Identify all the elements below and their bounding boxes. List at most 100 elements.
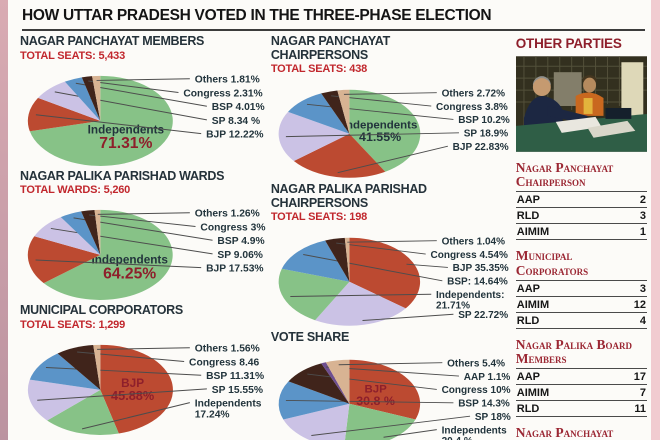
table-row: RLD 11 <box>515 401 647 418</box>
slice-label: Congress 10% <box>441 385 510 396</box>
slice-label-inside: BJP 30.8 % <box>356 383 395 407</box>
pie-slice-aap <box>321 361 350 404</box>
table-row: AAP 3 <box>515 281 647 297</box>
chart-title: NAGAR PANCHAYAT CHAIRPERSONS <box>270 34 390 62</box>
chart-subtitle: TOTAL SEATS: 1,299 <box>20 318 126 331</box>
slice-label: BJP 35.35% <box>452 263 508 274</box>
seat-count: 3 <box>639 210 646 223</box>
party-name: AIMIM <box>516 298 550 311</box>
pie-slice-others <box>92 75 101 121</box>
register-box <box>605 107 632 119</box>
pie-slice-bsp <box>60 211 101 255</box>
pie-slice-others <box>93 344 101 390</box>
chart-subtitle: TOTAL WARDS: 5,260 <box>20 184 131 196</box>
pie-slice-sp <box>38 81 101 121</box>
leader-line <box>311 415 470 436</box>
leader-line <box>35 113 202 134</box>
slice-label: AAP 1.1% <box>464 371 511 382</box>
table-row: AAP 2 <box>515 192 647 209</box>
seat-count: 7 <box>639 387 646 400</box>
slice-label: SP 9.06% <box>217 250 262 261</box>
content-area: HOW UTTAR PRADESH VOTED IN THE THREE-PHA… <box>8 0 651 440</box>
slice-label: Others 1.56% <box>195 343 260 354</box>
page-title: HOW UTTAR PRADESH VOTED IN THE THREE-PHA… <box>22 7 492 24</box>
pie-slice-congress <box>57 344 101 390</box>
pie-slice-congress <box>321 90 350 134</box>
slice-label: SP 18% <box>475 412 511 423</box>
pie-slice-congress <box>324 237 350 282</box>
slice-label: Congress 3.8% <box>436 102 508 113</box>
pie-slice-sp <box>314 281 406 326</box>
pie-slice-congress <box>81 209 101 255</box>
seat-count: 12 <box>633 298 646 311</box>
papers-2 <box>587 120 636 138</box>
leader-line <box>37 387 207 401</box>
slice-label: SP 22.72% <box>458 310 508 321</box>
voter-head <box>532 78 551 97</box>
section-title: Nagar Panchayat Chairperson <box>515 160 614 190</box>
leader-line <box>96 77 190 81</box>
pie-slice-others <box>325 359 350 404</box>
chart-title: VOTE SHARE <box>270 330 350 344</box>
leader-line <box>35 259 202 269</box>
pie-slice-others <box>94 209 101 255</box>
leader-line <box>406 263 448 268</box>
table-row: RLD 4 <box>515 313 647 329</box>
pie-slice-bjp <box>27 236 101 284</box>
slice-label: BSP 4.01% <box>212 102 265 113</box>
table-row: AAP 17 <box>515 369 647 386</box>
slice-label: BSP 4.9% <box>217 236 264 247</box>
pie-chart: Independents 71.31% BJP 12.22% SP 8.34 % BSP… <box>27 74 265 166</box>
officer-drape <box>583 98 593 114</box>
other-parties-section: Municipal Corporators AAP 3 AIMIM 12 RLD 4 <box>515 248 647 329</box>
slice-label: Congress 8.46 <box>189 357 259 368</box>
slice-label: Congress 3% <box>200 222 265 233</box>
leader-line <box>97 212 190 215</box>
chart-block: NAGAR PANCHAYAT MEMBERS TOTAL SEATS: 5,43… <box>20 34 267 169</box>
pie-slice-bjp <box>349 359 420 419</box>
seat-count: 4 <box>639 314 646 327</box>
pie-slice-bsp <box>287 93 350 134</box>
polling-station-photo <box>515 56 647 152</box>
seat-count: 2 <box>639 194 646 207</box>
slice-label: BJP 22.83% <box>452 142 508 153</box>
seat-count: 17 <box>633 371 646 384</box>
papers <box>555 116 602 133</box>
leader-line <box>338 361 443 365</box>
other-parties-header: OTHER PARTIES <box>515 36 622 51</box>
other-parties-section: Nagar Panchayat Chairperson AAP 2 RLD 3 AIMIM… <box>515 160 647 241</box>
section-title: Municipal Corporators <box>515 248 589 278</box>
chart-subtitle: TOTAL SEATS: 438 <box>270 63 368 75</box>
party-name: RLD <box>516 403 540 416</box>
chart-title: MUNICIPAL CORPORATORS <box>20 303 183 317</box>
left-border-strip <box>0 0 8 440</box>
slice-label: SP 15.55% <box>212 384 263 395</box>
slice-label: Others 1.81% <box>195 74 260 85</box>
slice-label: BJP 12.22% <box>206 129 263 140</box>
slice-label: Others 5.4% <box>447 358 505 369</box>
party-name: RLD <box>516 314 540 327</box>
slice-label: Independents 17.24% <box>195 398 262 420</box>
pie-chart: Independents 41.55% BJP 22.83% SP 18.9% BSP … <box>278 88 510 178</box>
party-table: AAP 3 AIMIM 12 RLD 4 <box>515 279 647 329</box>
party-name: RLD <box>516 210 540 223</box>
slice-label: BSP 10.2% <box>458 115 510 126</box>
pie-slice-bjp <box>27 97 101 131</box>
slice-label: Independents20.4 % <box>441 425 507 440</box>
slice-label: BSP 14.3% <box>458 398 510 409</box>
other-parties-column: OTHER PARTIES <box>515 35 647 440</box>
left-chart-column: NAGAR PANCHAYAT MEMBERS TOTAL SEATS: 5,43… <box>20 34 267 440</box>
pie-slice-independents <box>29 75 173 166</box>
slice-label-inside: Independents 41.55% <box>343 120 418 144</box>
leader-line <box>343 92 437 95</box>
party-name: AAP <box>516 371 540 384</box>
chart-title: NAGAR PANCHAYAT MEMBERS <box>20 34 205 48</box>
slice-label-inside: Independents 71.31% <box>88 123 165 152</box>
pie-slice-others <box>337 89 350 134</box>
pie-slice-sp <box>34 217 101 255</box>
slice-label: BSP: 14.64% <box>447 277 508 288</box>
pie-chart: BJP 35.35% SP 22.72%Independents: 21.71% BS… <box>278 236 509 326</box>
chart-title: NAGAR PALIKA PARISHAD CHAIRPERSONS <box>270 182 427 210</box>
